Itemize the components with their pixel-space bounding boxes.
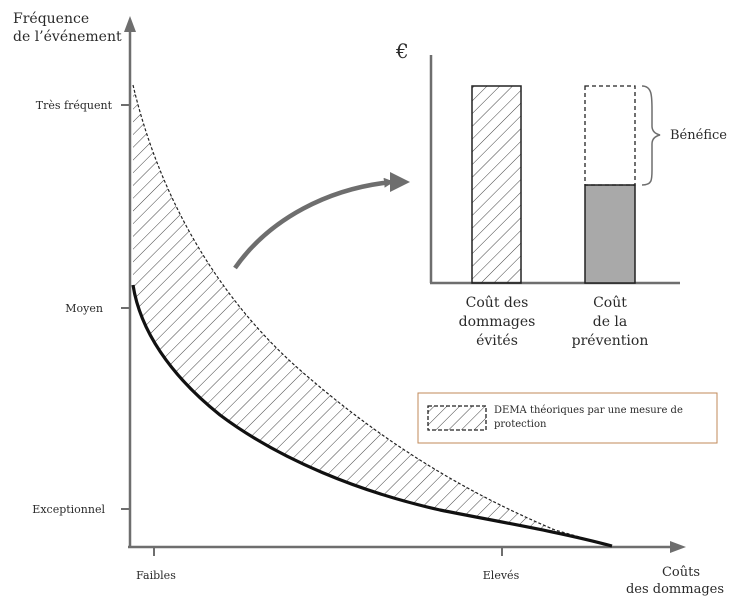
- bar1-label-line3: évités: [476, 333, 518, 349]
- x-axis-title-line2: des dommages: [626, 582, 724, 596]
- bar2-label-line1: Coût: [593, 295, 627, 311]
- bar1-label-line1: Coût des: [466, 295, 529, 311]
- y-axis-title-line2: de l’événement: [13, 29, 122, 45]
- y-label-exceptionnel: Exceptionnel: [32, 503, 105, 516]
- y-label-moyen: Moyen: [65, 302, 103, 315]
- bar2-label-line2: de la: [593, 314, 628, 330]
- benefit-brace: [641, 85, 661, 186]
- curved-arrow: [233, 177, 394, 270]
- bar2-label-line3: prévention: [572, 333, 649, 349]
- curved-arrow-head: [390, 172, 410, 192]
- legend-swatch: [427, 405, 487, 431]
- y-axis-arrow: [124, 16, 136, 32]
- bar1-label-line2: dommages: [459, 314, 536, 330]
- y-label-tres-frequent: Très fréquent: [36, 99, 113, 112]
- upper-dashed-curve: [132, 84, 605, 545]
- x-axis-title-line1: Coûts: [662, 565, 700, 580]
- inset-currency-symbol: €: [395, 39, 409, 63]
- y-axis-title-line1: Fréquence: [13, 11, 89, 27]
- x-axis-arrow: [670, 541, 686, 553]
- hatched-dema-area: [133, 85, 604, 544]
- bar-prevention-cost: [584, 184, 636, 284]
- bar-benefit-dashed: [584, 85, 636, 186]
- x-label-eleves: Elevés: [483, 569, 520, 582]
- bar-avoided-damages: [471, 85, 522, 284]
- benefit-label: Bénéfice: [670, 128, 727, 143]
- x-label-faibles: Faibles: [136, 569, 176, 582]
- lower-solid-curve: [131, 284, 613, 548]
- legend-text-line2: protection: [494, 419, 547, 430]
- legend-text-line1: DEMA théoriques par une mesure de: [494, 405, 683, 416]
